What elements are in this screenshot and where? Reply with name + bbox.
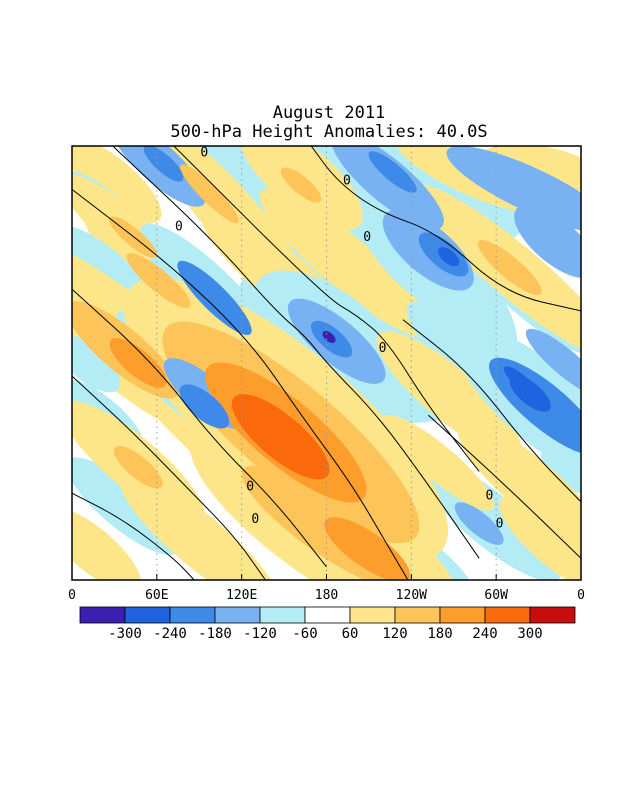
colorbar: -300 -240 -180 -120 -60 60 120 180 240 300: [79, 606, 576, 642]
zero-contour-5: [72, 375, 266, 580]
colorbar-label-5: 60: [342, 626, 359, 642]
zero-contour-4: [72, 288, 327, 568]
anomaly-region-60: [368, 151, 417, 193]
anomaly-region-42: [331, 146, 444, 230]
contour-label-0: 0: [200, 146, 208, 161]
x-tick-label-3: 180: [315, 588, 338, 603]
anomaly-field: [72, 146, 581, 580]
anomaly-region-27: [72, 506, 142, 580]
contour-label-8: 0: [496, 517, 504, 532]
anomaly-region-56: [454, 502, 504, 545]
anomaly-region-45: [525, 328, 581, 398]
colorbar-swatch-6: [349, 606, 396, 624]
zero-contour-8: [427, 414, 581, 559]
colorbar-swatch-0: [79, 606, 126, 624]
contour-label-3: 0: [363, 230, 371, 245]
contour-label-4: 0: [379, 341, 387, 356]
colorbar-swatch-2: [169, 606, 216, 624]
anomaly-region-43: [446, 146, 581, 233]
anomaly-region-73: [322, 331, 336, 343]
x-tick-label-0: 0: [68, 588, 76, 603]
zero-contour-7: [402, 319, 581, 503]
colorbar-label-9: 300: [517, 626, 542, 642]
anomaly-region-72: [503, 366, 537, 395]
colorbar-swatch-10: [529, 606, 576, 624]
colorbar-swatch-7: [394, 606, 441, 624]
colorbar-swatch-8: [439, 606, 486, 624]
anomaly-region-19: [376, 331, 521, 456]
anomaly-region-50: [126, 253, 191, 309]
anomaly-region-39: [457, 422, 581, 547]
contour-label-6: 0: [251, 512, 259, 527]
anomaly-region-66: [179, 384, 230, 429]
x-tick-label-5: 60W: [484, 588, 508, 603]
zero-contour-1: [112, 146, 480, 559]
anomaly-region-54: [113, 445, 163, 489]
anomaly-region-57: [477, 240, 542, 295]
anomaly-region-65: [324, 517, 411, 580]
anomaly-region-22: [72, 333, 121, 393]
anomaly-region-59: [143, 146, 184, 182]
colorbar-label-7: 180: [427, 626, 452, 642]
zero-contour-6: [72, 492, 195, 580]
longitude-gridlines: [156, 146, 497, 580]
colorbar-swatch-4: [259, 606, 306, 624]
anomaly-region-38: [382, 415, 495, 511]
colorbar-label-4: -60: [292, 626, 317, 642]
colorbar-label-1: -240: [153, 626, 187, 642]
x-tick-label-4: 120W: [396, 588, 427, 603]
anomaly-region-44: [514, 204, 581, 279]
anomaly-region-3: [72, 146, 162, 224]
contour-label-2: 0: [175, 219, 183, 234]
anomaly-region-47: [179, 164, 239, 224]
chart-title: August 2011: [272, 103, 386, 123]
anomaly-region-71: [438, 247, 460, 267]
anomaly-region-70: [231, 394, 330, 480]
zero-contours: [72, 146, 581, 580]
colorbar-label-2: -180: [198, 626, 232, 642]
colorbar-swatch-3: [214, 606, 261, 624]
contour-label-1: 0: [343, 174, 351, 189]
anomaly-region-61: [177, 260, 252, 336]
anomaly-region-8: [259, 188, 435, 338]
zero-contour-0: [173, 146, 480, 472]
colorbar-label-3: -120: [243, 626, 277, 642]
zero-contour-3: [72, 189, 409, 580]
chart-subtitle: 500-hPa Height Anomalies: 40.0S: [170, 122, 488, 142]
anomaly-region-40: [119, 472, 280, 580]
x-tick-label-1: 60E: [145, 588, 168, 603]
colorbar-label-0: -300: [108, 626, 142, 642]
anomaly-region-48: [280, 167, 322, 203]
x-axis: 0 60E 120E 180 120W 60W 0: [68, 574, 585, 603]
colorbar-label-8: 240: [472, 626, 497, 642]
anomaly-region-26: [499, 496, 581, 580]
colorbar-label-6: 120: [382, 626, 407, 642]
colorbar-swatch-9: [484, 606, 531, 624]
colorbar-swatch-1: [124, 606, 171, 624]
colorbar-swatch-5: [304, 606, 351, 624]
x-tick-label-6: 0: [577, 588, 585, 603]
anomaly-region-63: [109, 338, 167, 388]
x-tick-label-2: 120E: [226, 588, 257, 603]
zero-contour-2: [310, 146, 581, 312]
contour-label-5: 0: [246, 480, 254, 495]
contour-label-7: 0: [485, 488, 493, 503]
